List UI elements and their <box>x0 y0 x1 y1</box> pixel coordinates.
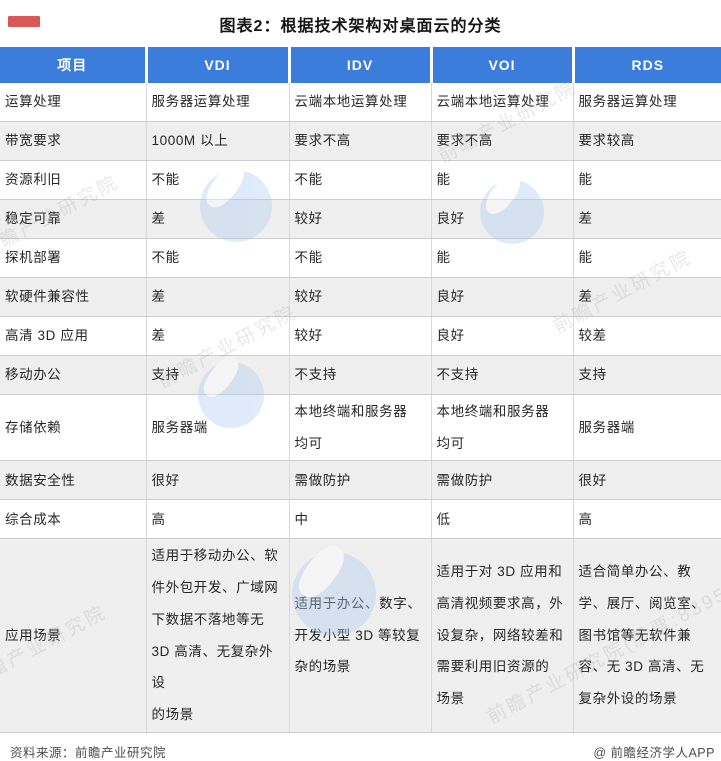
table-cell: 能 <box>572 238 721 278</box>
row-label: 稳定可靠 <box>0 199 146 239</box>
table-header: 项目 VDI IDV VOI RDS <box>0 47 721 83</box>
table-cell: 服务器运算处理 <box>572 83 721 122</box>
table-cell: 低 <box>430 499 573 540</box>
table-cell: 中 <box>288 499 431 540</box>
column-header-idv: IDV <box>287 47 431 83</box>
table-cell: 能 <box>572 160 721 200</box>
table-cell: 良好 <box>430 316 573 356</box>
table-cell: 要求较高 <box>572 121 721 161</box>
table-cell: 良好 <box>430 199 573 239</box>
row-label: 软硬件兼容性 <box>0 277 146 317</box>
red-watermark-fragment <box>8 16 40 27</box>
row-label: 数据安全性 <box>0 460 146 501</box>
table-row: 探机部署 不能 不能能能 <box>0 238 721 278</box>
table-cell: 能 <box>430 160 573 200</box>
table-cell: 良好 <box>430 277 573 317</box>
table-row: 带宽要求 1000M 以上 要求不高 要求不高 要求较高 <box>0 121 721 161</box>
table-cell: 不支持 <box>430 355 573 395</box>
column-header-voi: VOI <box>429 47 573 83</box>
column-header-item: 项目 <box>0 47 146 83</box>
table-row: 移动办公 支持 不支持 不支持 支持 <box>0 355 721 395</box>
table-cell: 差 <box>572 277 721 317</box>
table-cell: 高 <box>145 499 289 540</box>
table-cell: 很好 <box>145 460 289 501</box>
table-row: 软硬件兼容性差较好 良好差 <box>0 277 721 317</box>
row-label: 存储依赖 <box>0 394 146 462</box>
table-cell: 不能 <box>145 238 289 278</box>
table-cell: 差 <box>145 316 289 356</box>
table-cell: 适用于对 3D 应用和 高清视频要求高，外 设复杂，网络较差和 需要利用旧资源的… <box>430 538 573 733</box>
table-cell: 服务器端 <box>572 394 721 462</box>
table-cell: 要求不高 <box>288 121 431 161</box>
table-row: 运算处理 服务器运算处理 云端本地运算处理 云端本地运算处理 服务器运算处理 <box>0 83 721 122</box>
table-cell: 较好 <box>288 316 431 356</box>
row-label: 综合成本 <box>0 499 146 540</box>
page-title: 图表2：根据技术架构对桌面云的分类 <box>219 18 502 35</box>
row-label: 应用场景 <box>0 538 146 733</box>
table-cell: 较差 <box>572 316 721 356</box>
table-cell: 云端本地运算处理 <box>288 83 431 122</box>
row-label: 资源利旧 <box>0 160 146 200</box>
table-cell: 适合简单办公、教 学、展厅、阅览室、 图书馆等无软件兼 容、无 3D 高清、无 … <box>572 538 721 733</box>
column-header-vdi: VDI <box>144 47 289 83</box>
table-cell: 需做防护 <box>430 460 573 501</box>
table-cell: 云端本地运算处理 <box>430 83 573 122</box>
table-row: 综合成本高中低高 <box>0 499 721 540</box>
table-cell: 适用于移动办公、软 件外包开发、广域网 下数据不落地等无 3D 高清、无复杂外设… <box>145 538 289 733</box>
table-row: 应用场景 适用于移动办公、软 件外包开发、广域网 下数据不落地等无 3D 高清、无… <box>0 538 721 733</box>
table-cell: 本地终端和服务器 均可 <box>288 394 431 462</box>
table-footer: 资料来源：前瞻产业研究院 @ 前瞻经济学人APP <box>0 742 721 761</box>
table-row: 资源利旧 不能 不能能能 <box>0 160 721 200</box>
table-cell: 不支持 <box>288 355 431 395</box>
table-cell: 不能 <box>145 160 289 200</box>
table-row: 存储依赖 服务器端 本地终端和服务器 均可 本地终端和服务器 均可 服务器端 <box>0 394 721 462</box>
row-label: 带宽要求 <box>0 121 146 161</box>
table-cell: 较好 <box>288 277 431 317</box>
table-cell: 要求不高 <box>430 121 573 161</box>
table-cell: 差 <box>572 199 721 239</box>
table-cell: 支持 <box>145 355 289 395</box>
table-cell: 服务器端 <box>145 394 289 462</box>
row-label: 高清 3D 应用 <box>0 316 146 356</box>
table-cell: 能 <box>430 238 573 278</box>
table-cell: 支持 <box>572 355 721 395</box>
credit-note: @ 前瞻经济学人APP <box>593 745 715 760</box>
source-note: 资料来源：前瞻产业研究院 <box>10 745 167 760</box>
header-row: 项目 VDI IDV VOI RDS <box>0 47 721 83</box>
table-row: 高清 3D 应用差较好 良好 较差 <box>0 316 721 356</box>
table-cell: 不能 <box>288 160 431 200</box>
table-cell: 较好 <box>288 199 431 239</box>
table-cell: 1000M 以上 <box>145 121 289 161</box>
table-cell: 不能 <box>288 238 431 278</box>
table-row: 数据安全性 很好 需做防护 需做防护 很好 <box>0 460 721 501</box>
table-cell: 差 <box>145 277 289 317</box>
row-label: 移动办公 <box>0 355 146 395</box>
row-label: 运算处理 <box>0 83 146 122</box>
table-body: 运算处理 服务器运算处理 云端本地运算处理 云端本地运算处理 服务器运算处理 带宽要求 10… <box>0 83 721 733</box>
table-cell: 服务器运算处理 <box>145 83 289 122</box>
table-cell: 很好 <box>572 460 721 501</box>
row-label: 探机部署 <box>0 238 146 278</box>
table-row: 稳定可靠差较好 良好差 <box>0 199 721 239</box>
table-cell: 适用于办公、数字、 开发小型 3D 等较复 杂的场景 <box>288 538 431 733</box>
table-cell: 需做防护 <box>288 460 431 501</box>
table-cell: 高 <box>572 499 721 540</box>
table-cell: 本地终端和服务器 均可 <box>430 394 573 462</box>
table-cell: 差 <box>145 199 289 239</box>
column-header-rds: RDS <box>571 47 721 83</box>
desktop-cloud-classification-table: 项目 VDI IDV VOI RDS 运算处理 服务器运算处理 云端本地运算处理 云端本地运算… <box>0 47 721 733</box>
